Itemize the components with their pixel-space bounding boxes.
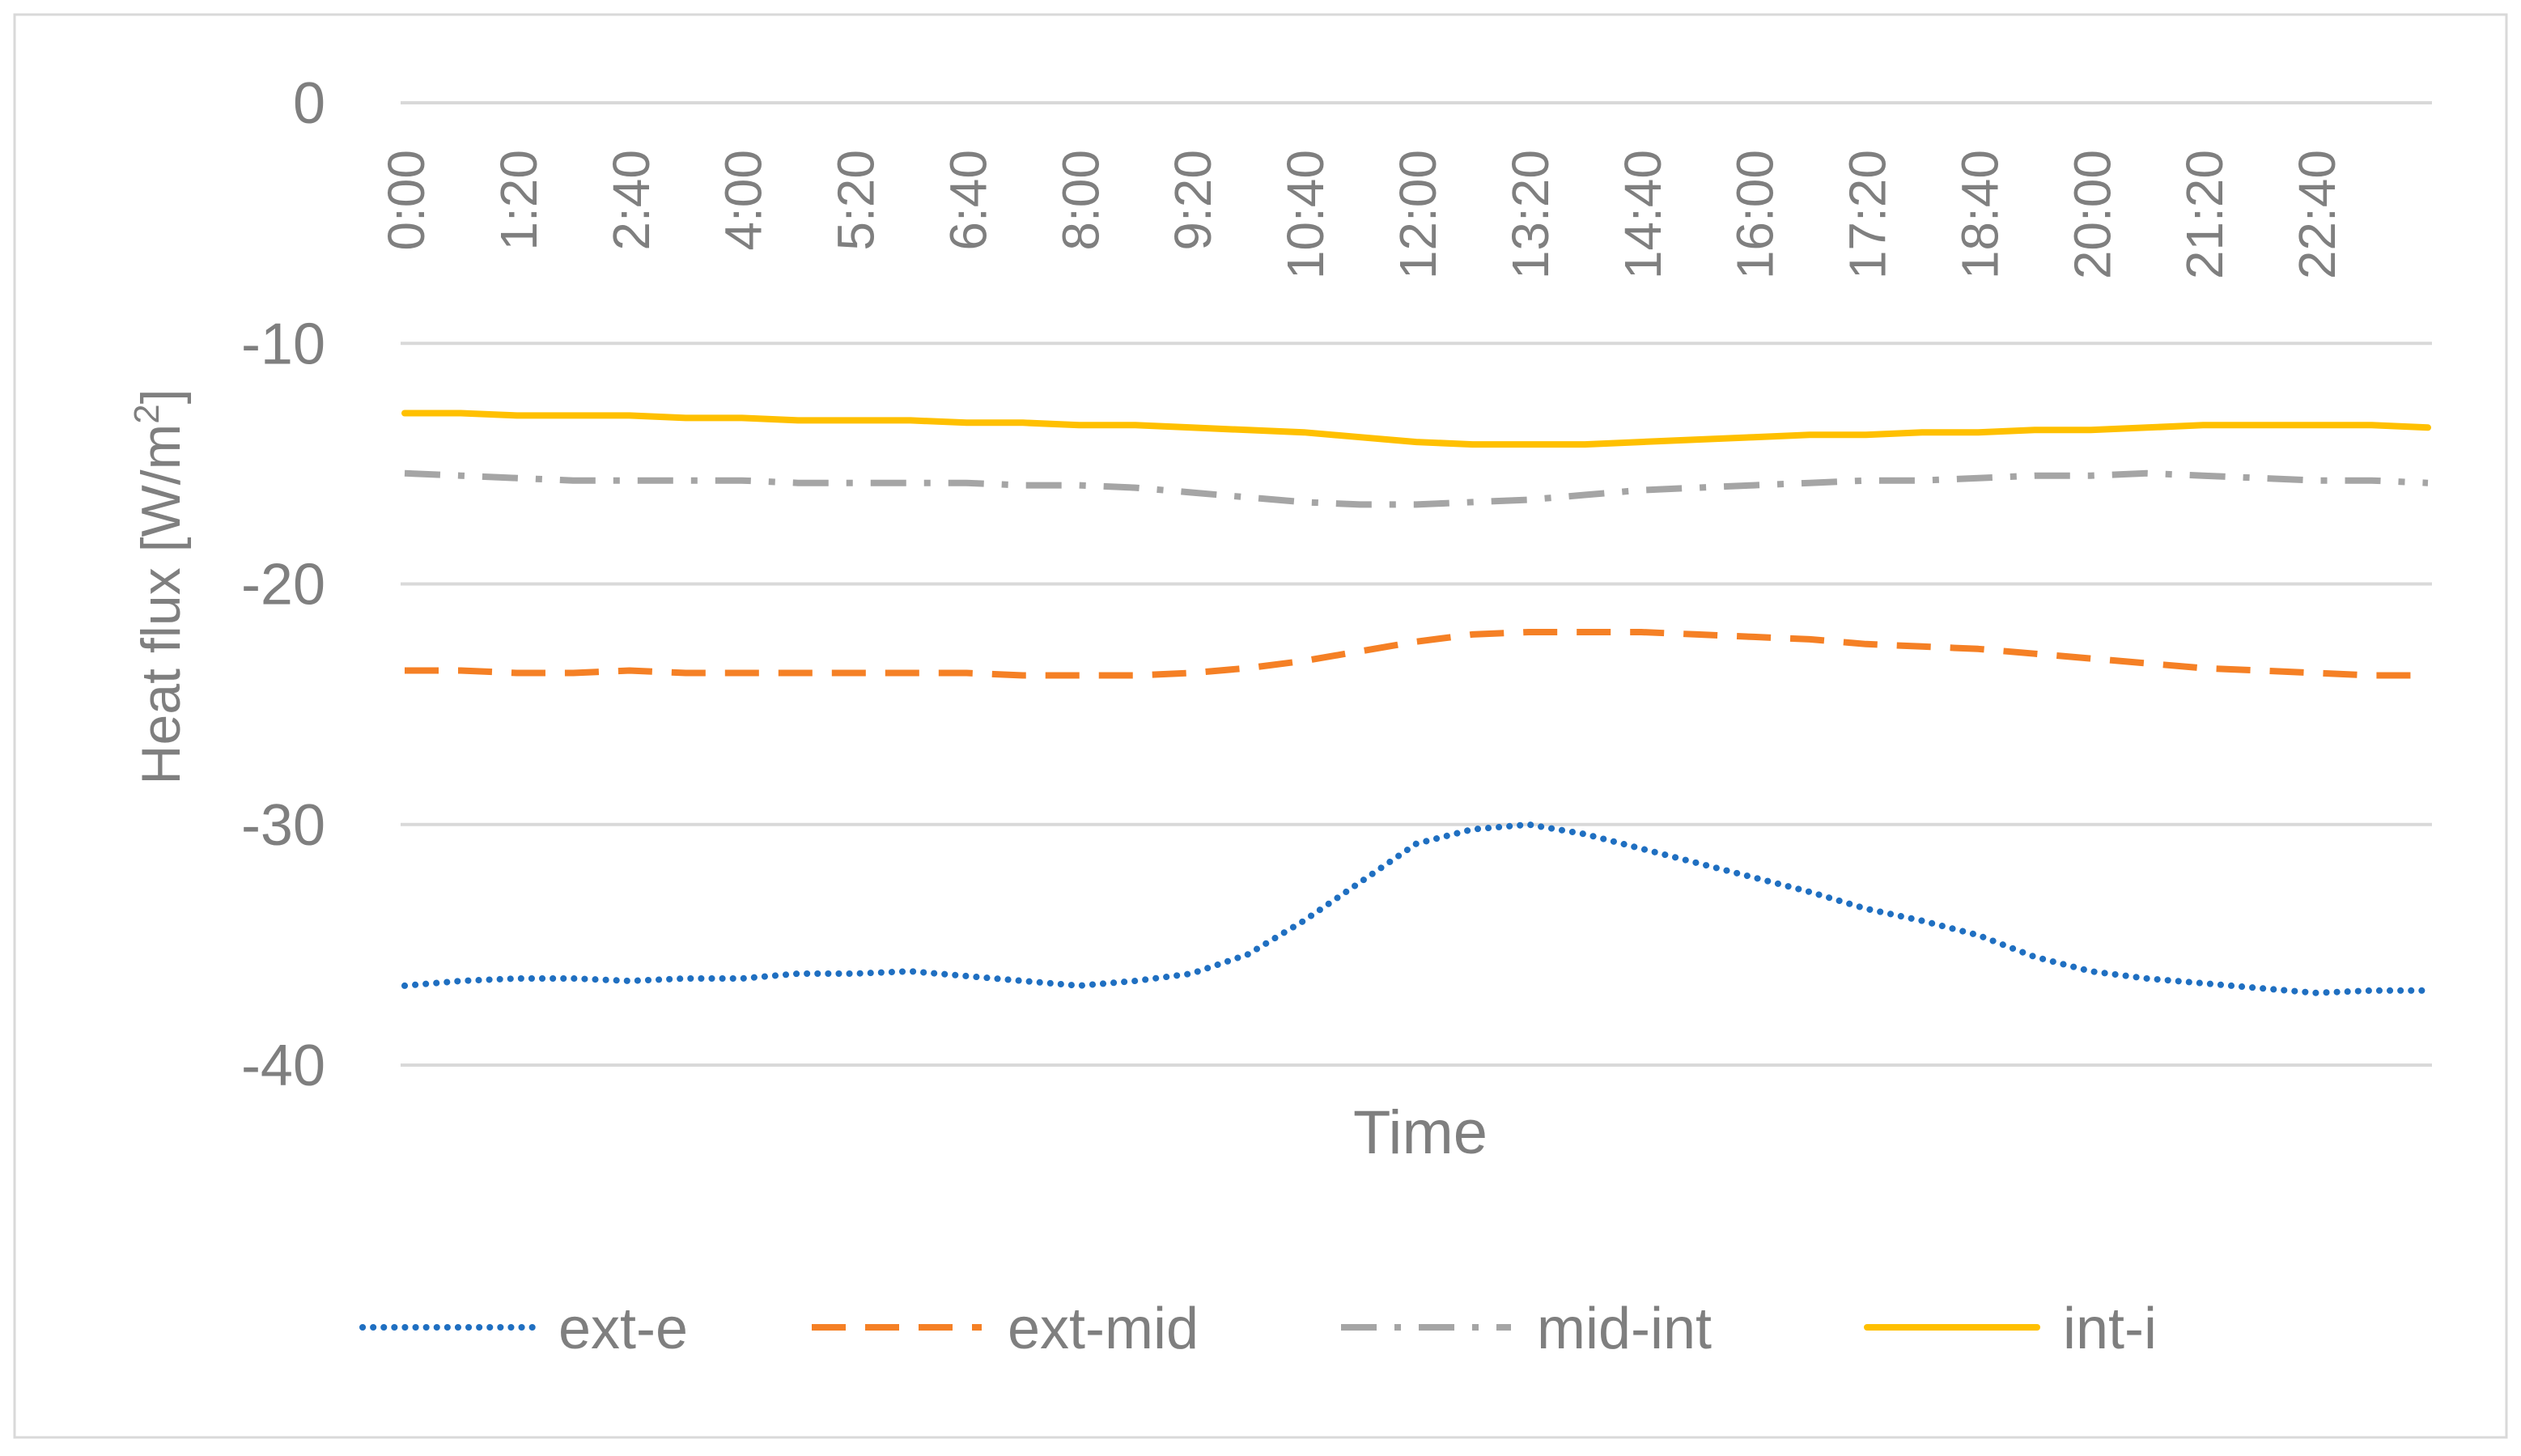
y-tick-label: -30 — [241, 793, 325, 858]
x-tick-label: 2:40 — [602, 150, 660, 251]
x-tick-label: 17:20 — [1839, 150, 1897, 279]
y-tick-label: -10 — [241, 312, 325, 376]
y-axis-title-superscript: 2 — [127, 404, 167, 423]
series-line-mid-int — [404, 469, 2429, 508]
series-line-ext-mid — [405, 629, 2428, 679]
legend: ext-e ext-mid mid-int int-i — [359, 1297, 2157, 1361]
y-tick-label: -20 — [241, 553, 325, 618]
legend-label: int-i — [2063, 1297, 2157, 1361]
x-tick-label: 10:40 — [1276, 150, 1335, 279]
x-tick-label: 22:40 — [2288, 150, 2346, 279]
series-line-ext-e — [401, 821, 2431, 996]
y-tick-labels: 0 -10 -20 -30 -40 — [241, 71, 325, 1098]
x-tick-labels: 0:00 1:20 2:40 4:00 5:20 6:40 8:00 9:20 10:40 12:… — [377, 150, 2346, 279]
x-tick-label: 8:00 — [1051, 150, 1110, 251]
x-axis-title: Time — [1353, 1098, 1488, 1167]
x-tick-label: 21:20 — [2175, 150, 2234, 279]
legend-label: ext-mid — [1008, 1297, 1199, 1361]
y-axis-title-text: Heat flux [W/m — [130, 424, 192, 785]
x-tick-label: 12:00 — [1389, 150, 1447, 279]
legend-label: mid-int — [1537, 1297, 1712, 1361]
y-axis-title: Heat flux [W/m2] — [127, 388, 192, 784]
x-tick-label: 16:00 — [1726, 150, 1785, 279]
y-tick-label: 0 — [293, 71, 325, 136]
y-axis-title-close: ] — [130, 388, 192, 404]
x-tick-label: 0:00 — [377, 150, 435, 251]
gridlines — [401, 101, 2432, 1067]
chart-border — [13, 13, 2508, 1439]
x-tick-label: 18:40 — [1950, 150, 2009, 279]
x-tick-label: 9:20 — [1164, 150, 1222, 251]
x-tick-label: 5:20 — [827, 150, 885, 251]
x-tick-label: 1:20 — [490, 150, 548, 251]
y-tick-label: -40 — [241, 1034, 325, 1098]
series-line-int-i — [401, 410, 2431, 448]
series-lines — [401, 410, 2431, 996]
x-tick-label: 4:00 — [715, 150, 773, 251]
x-tick-label: 6:40 — [939, 150, 997, 251]
x-tick-label: 20:00 — [2063, 150, 2121, 279]
x-tick-label: 13:20 — [1501, 150, 1560, 279]
legend-label: ext-e — [558, 1297, 688, 1361]
x-tick-label: 14:40 — [1614, 150, 1672, 279]
